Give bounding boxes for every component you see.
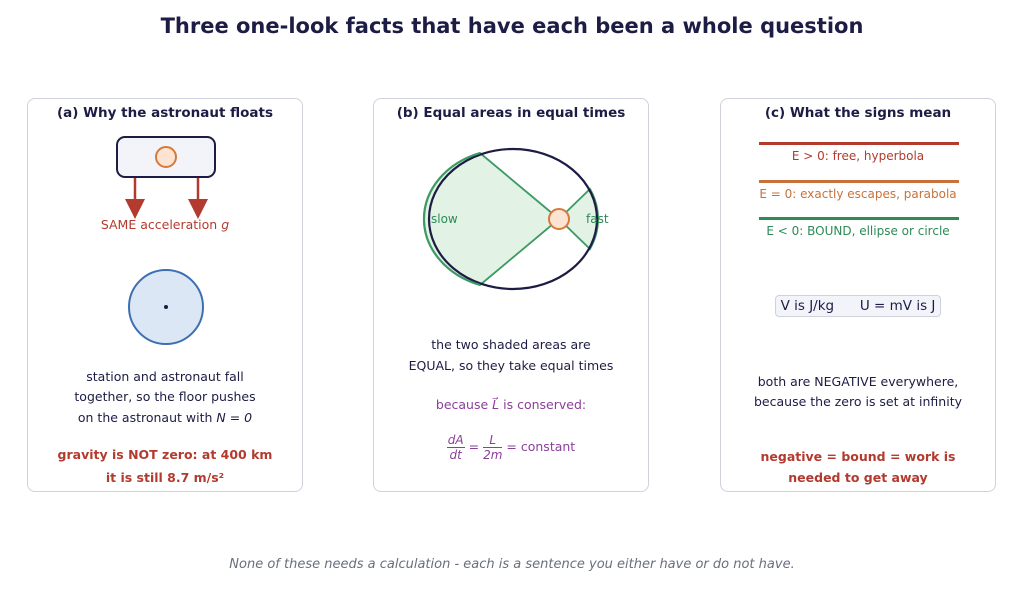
fast-label: fast <box>586 212 609 226</box>
panel-c-title: (c) What the signs mean <box>764 105 952 121</box>
panel-a-title: (a) Why the astronaut floats <box>57 105 273 121</box>
rule-parabola <box>759 180 959 183</box>
panel-c-note-1: negative = bound = work is <box>760 449 956 464</box>
panel-c-text-1: both are NEGATIVE everywhere, <box>757 374 959 389</box>
case-hyperbola: E > 0: free, hyperbola <box>791 149 925 163</box>
rule-hyperbola <box>759 142 959 145</box>
panel-a-note-1: gravity is NOT zero: at 400 km <box>57 447 273 462</box>
panel-b-text-1: the two shaded areas are <box>431 337 591 352</box>
panel-astronaut: (a) Why the astronaut floats SAME accele… <box>27 98 303 492</box>
footer-caption: None of these needs a calculation - each… <box>229 557 795 572</box>
rule-ellipse <box>759 217 959 220</box>
orbit-diagram: slow fast <box>422 147 609 291</box>
panel-c-note-2: needed to get away <box>788 470 928 485</box>
case-parabola: E = 0: exactly escapes, parabola <box>759 187 957 201</box>
accel-label: SAME acceleration g <box>100 217 230 232</box>
panel-a-text-3: on the astronaut with N = 0 <box>77 410 253 425</box>
panel-a-text-2: together, so the floor pushes <box>74 389 256 404</box>
orbit-ellipse <box>427 147 599 291</box>
astronaut-dot <box>155 146 177 168</box>
panel-kepler: (b) Equal areas in equal times slow fast… <box>373 98 649 492</box>
panel-a-note-2: it is still 8.7 m/s² <box>105 470 225 485</box>
units-box: V is J/kg U = mV is J <box>775 295 941 317</box>
because-line: because L⃗ is conserved: <box>435 397 587 412</box>
page-title: Three one-look facts that have each been… <box>160 14 864 38</box>
sun-dot <box>548 208 570 230</box>
panel-a-text-1: station and astronaut fall <box>86 369 244 384</box>
panel-b-text-2: EQUAL, so they take equal times <box>408 358 614 373</box>
panel-b-title: (b) Equal areas in equal times <box>396 105 626 121</box>
slow-label: slow <box>431 212 458 226</box>
kepler-equation: dA dt = L 2m = constant <box>446 433 576 462</box>
panel-signs: (c) What the signs mean E > 0: free, hyp… <box>720 98 996 492</box>
earth-center-dot <box>164 305 168 309</box>
panel-c-text-2: because the zero is set at infinity <box>753 394 962 409</box>
case-ellipse: E < 0: BOUND, ellipse or circle <box>766 224 950 238</box>
astronaut-diagram <box>116 136 216 345</box>
